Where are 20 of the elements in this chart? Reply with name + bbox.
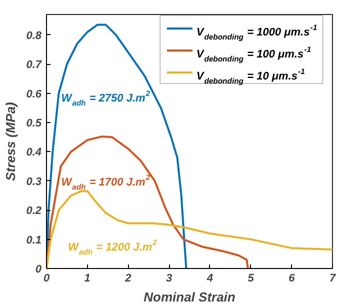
x-tick-label: 3 <box>166 272 172 284</box>
x-tick-label: 0 <box>43 272 50 284</box>
y-tick-label: 0.5 <box>26 118 42 130</box>
x-tick-label: 4 <box>206 272 213 284</box>
y-tick-label: 0.2 <box>26 205 42 218</box>
x-tick-label: 7 <box>329 272 336 284</box>
y-tick-label: 0.3 <box>26 176 42 188</box>
line-series <box>46 136 249 268</box>
y-tick-label: 0.1 <box>26 234 42 246</box>
y-axis-title: Stress (MPa) <box>3 102 18 181</box>
x-axis-title: Nominal Strain <box>144 290 236 304</box>
y-tick-label: 0.8 <box>26 30 42 42</box>
x-tick-label: 1 <box>84 272 90 284</box>
x-tick-label: 2 <box>124 272 132 284</box>
y-tick-label: 0.4 <box>26 146 42 159</box>
y-tick-label: 0.6 <box>26 88 42 100</box>
y-tick-label: 0 <box>35 264 42 276</box>
x-tick-label: 6 <box>288 272 296 284</box>
y-tick-label: 0.7 <box>26 59 42 72</box>
x-tick-label: 5 <box>248 272 255 284</box>
